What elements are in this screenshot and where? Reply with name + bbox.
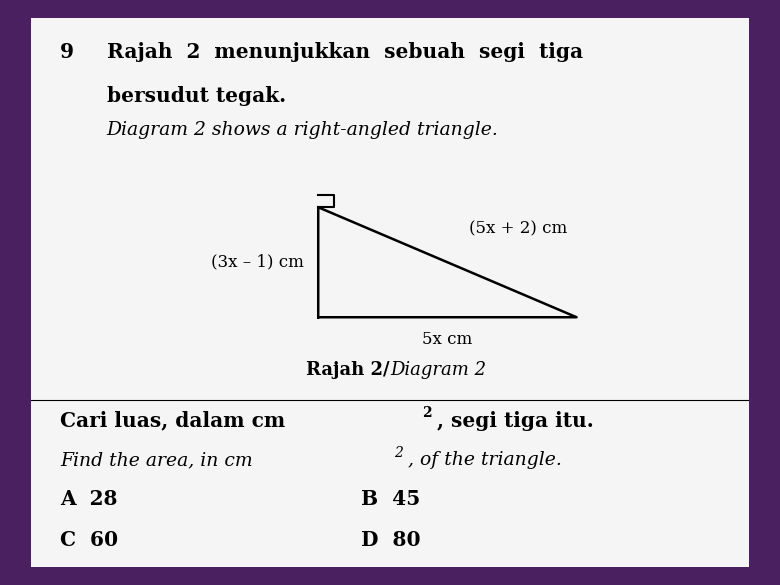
Text: Diagram 2: Diagram 2 <box>390 361 486 379</box>
Text: (5x + 2) cm: (5x + 2) cm <box>469 221 567 238</box>
Text: (3x – 1) cm: (3x – 1) cm <box>211 254 304 271</box>
Text: Cari luas, dalam cm: Cari luas, dalam cm <box>60 411 285 431</box>
Text: D  80: D 80 <box>361 530 421 550</box>
Text: 2: 2 <box>422 407 432 421</box>
Text: Diagram 2 shows a right-angled triangle.: Diagram 2 shows a right-angled triangle. <box>107 121 498 139</box>
Text: , of the triangle.: , of the triangle. <box>408 451 562 469</box>
Text: A  28: A 28 <box>60 490 118 510</box>
Text: Rajah  2  menunjukkan  sebuah  segi  tiga: Rajah 2 menunjukkan sebuah segi tiga <box>107 42 583 62</box>
Text: C  60: C 60 <box>60 530 118 550</box>
Text: bersudut tegak.: bersudut tegak. <box>107 87 285 106</box>
Text: 2: 2 <box>394 446 402 460</box>
Text: Find the area, in cm: Find the area, in cm <box>60 451 253 469</box>
Text: , segi tiga itu.: , segi tiga itu. <box>437 411 594 431</box>
Text: 5x cm: 5x cm <box>422 331 473 348</box>
Text: 9: 9 <box>60 42 74 62</box>
Text: B  45: B 45 <box>361 490 420 510</box>
Text: Rajah 2/: Rajah 2/ <box>307 361 390 379</box>
